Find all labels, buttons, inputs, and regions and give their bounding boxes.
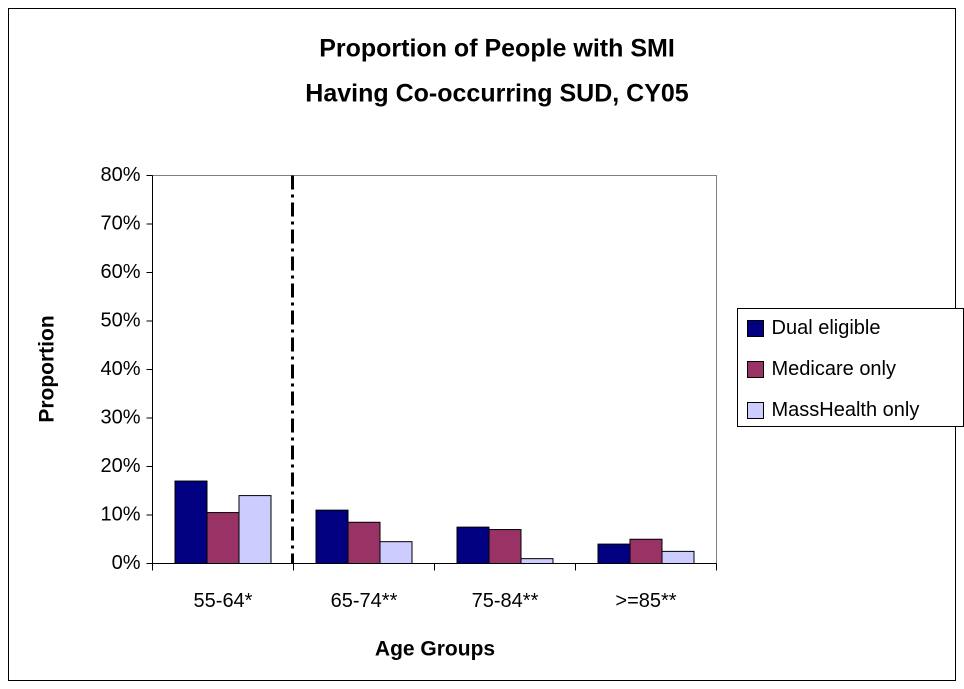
y-tick-label: 20%	[100, 455, 140, 477]
legend-swatch	[747, 361, 764, 378]
bar	[597, 543, 631, 564]
x-tick-label: 75-84**	[472, 590, 539, 612]
bar	[456, 526, 490, 564]
bar	[629, 538, 663, 564]
legend-swatch	[747, 402, 764, 419]
plot-area	[152, 175, 717, 564]
bar	[488, 529, 522, 564]
y-axis-label: Proportion	[36, 315, 59, 422]
legend-label: Dual eligible	[772, 317, 881, 339]
x-tick-label: 55-64*	[194, 590, 253, 612]
bar	[174, 480, 208, 564]
bar	[379, 541, 413, 564]
y-tick-label: 60%	[100, 261, 140, 283]
bar	[315, 509, 349, 564]
legend-swatch	[747, 320, 764, 337]
y-tick-label: 50%	[100, 309, 140, 331]
y-tick-label: 80%	[100, 164, 140, 186]
bar	[347, 521, 381, 565]
y-tick-label: 0%	[112, 552, 141, 574]
y-tick-label: 70%	[100, 212, 140, 234]
legend-label: Medicare only	[772, 358, 897, 380]
y-tick-label: 10%	[100, 503, 140, 525]
legend-label: MassHealth only	[772, 399, 920, 421]
chart-title: Having Co-occurring SUD, CY05	[305, 80, 688, 108]
y-tick-label: 30%	[100, 406, 140, 428]
chart-title: Proportion of People with SMI	[319, 35, 675, 63]
bar	[238, 495, 272, 565]
x-tick-label: 65-74**	[331, 590, 398, 612]
bar	[206, 512, 240, 565]
x-tick-label: >=85**	[615, 590, 676, 612]
y-tick-label: 40%	[100, 358, 140, 380]
bar	[520, 558, 554, 565]
x-axis-label: Age Groups	[375, 638, 495, 661]
bar	[661, 550, 695, 564]
